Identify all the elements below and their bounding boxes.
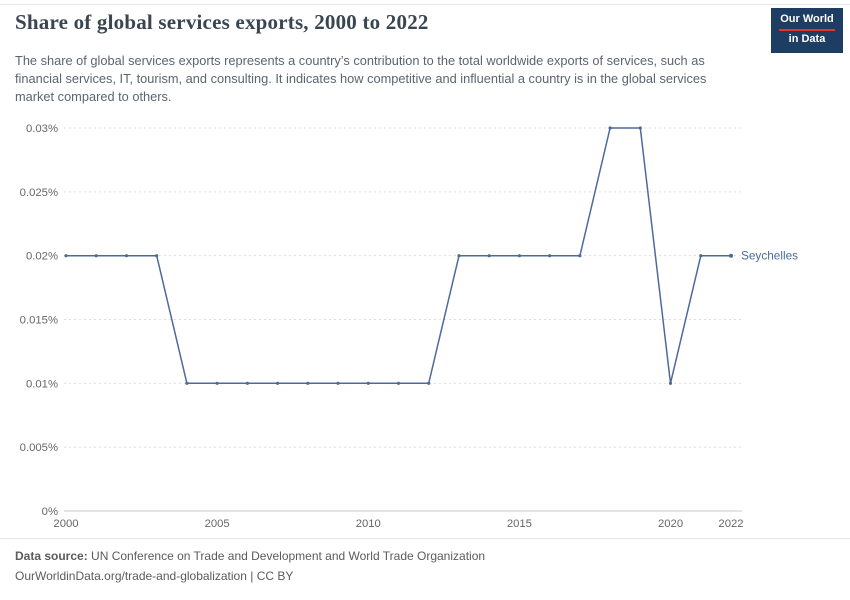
data-source-line: Data source: UN Conference on Trade and …: [15, 547, 835, 567]
chart-title: Share of global services exports, 2000 t…: [15, 10, 429, 34]
top-divider: [0, 4, 850, 5]
gridlines: [64, 127, 742, 512]
owid-logo[interactable]: Our World in Data: [771, 8, 843, 53]
data-source-label: Data source:: [15, 549, 88, 563]
data-source-text: UN Conference on Trade and Development a…: [87, 549, 486, 563]
owid-logo-accent-bar: [779, 28, 835, 31]
owid-logo-line1: Our World: [780, 13, 834, 25]
svg-text:2022: 2022: [718, 518, 743, 530]
svg-text:0.015%: 0.015%: [20, 315, 58, 327]
svg-text:0.03%: 0.03%: [26, 123, 58, 135]
svg-text:2000: 2000: [53, 518, 78, 530]
svg-text:2010: 2010: [356, 518, 381, 530]
svg-text:2005: 2005: [205, 518, 230, 530]
license-line[interactable]: OurWorldinData.org/trade-and-globalizati…: [15, 568, 294, 583]
svg-text:0.02%: 0.02%: [26, 251, 58, 263]
series-end-label[interactable]: Seychelles: [741, 249, 798, 263]
owid-logo-line2: in Data: [788, 32, 826, 45]
svg-text:2015: 2015: [507, 518, 532, 530]
footer-divider: [0, 538, 850, 539]
y-axis-labels: 0% 0.005% 0.01% 0.015% 0.02% 0.025% 0.03%: [20, 123, 58, 518]
svg-text:0.025%: 0.025%: [20, 187, 58, 199]
chart-subtitle: The share of global services exports rep…: [15, 53, 707, 105]
x-axis-labels: 2000 2005 2010 2015 2020 2022: [53, 518, 743, 530]
series-points: [64, 126, 733, 385]
chart-footer: Data source: UN Conference on Trade and …: [15, 547, 835, 587]
svg-text:2020: 2020: [658, 518, 683, 530]
svg-text:0%: 0%: [42, 506, 58, 518]
svg-text:0.01%: 0.01%: [26, 378, 58, 390]
svg-text:0.005%: 0.005%: [20, 442, 58, 454]
